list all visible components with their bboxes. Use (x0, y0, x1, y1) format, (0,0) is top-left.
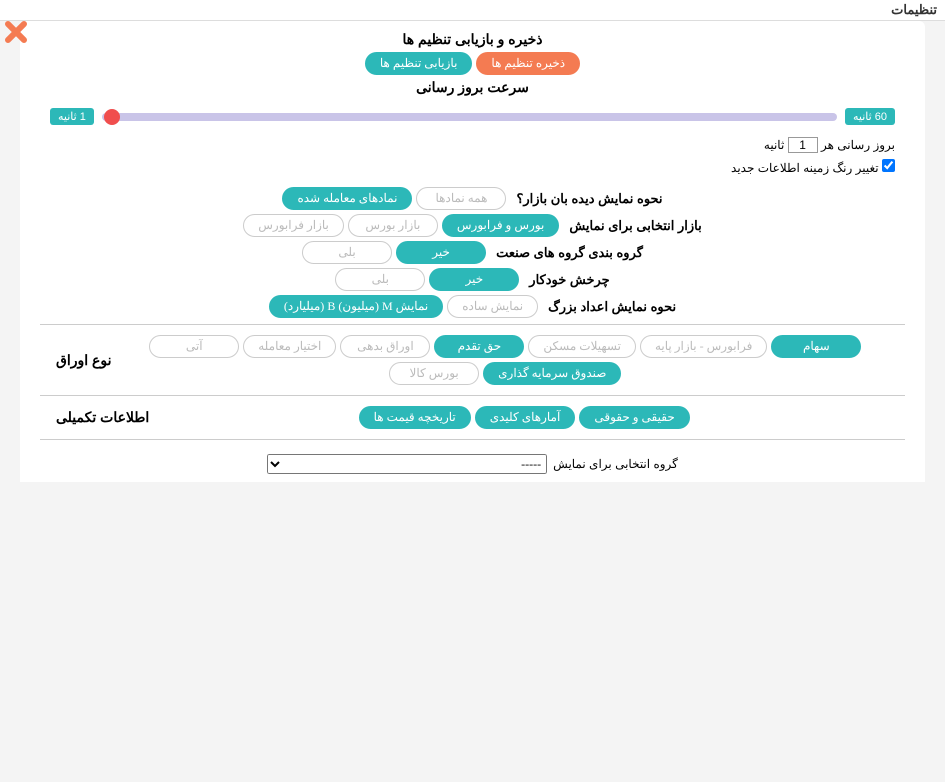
market-both-button[interactable]: بورس و فرابورس (442, 214, 559, 237)
refresh-suffix: ثانیه (764, 138, 784, 152)
market-bourse-button[interactable]: بازار بورس (348, 214, 438, 237)
sec-option-button[interactable]: اختیار معامله (243, 335, 336, 358)
grouping-row: گروه بندی گروه های صنعت خیر بلی (20, 241, 925, 264)
market-fara-button[interactable]: بازار فرابورس (243, 214, 344, 237)
refresh-row: بروز رسانی هر ثانیه (20, 133, 925, 157)
watch-mode-label: نحوه نمایش دیده بان بازار؟ (516, 191, 662, 207)
bignum-row: نحوه نمایش اعداد بزرگ نمایش ساده نمایش M… (20, 295, 925, 318)
slider-max-label: 1 ثانیه (50, 108, 94, 125)
speed-slider-row: 60 ثانیه 1 ثانیه (20, 100, 925, 133)
group-select-dropdown[interactable]: ----- (267, 454, 547, 474)
divider-3 (40, 439, 905, 440)
sec-farabase-button[interactable]: فرابورس - بازار پایه (640, 335, 767, 358)
sec-rights-button[interactable]: حق تقدم (434, 335, 524, 358)
extra-row: حقیقی و حقوقی آمارهای کلیدی تاریخچه قیمت… (20, 402, 925, 433)
group-select-row: گروه انتخابی برای نمایش ----- (20, 446, 925, 482)
divider-2 (40, 395, 905, 396)
restore-settings-button[interactable]: بازیابی تنظیم ها (365, 52, 473, 75)
grouping-no-button[interactable]: خیر (396, 241, 486, 264)
save-restore-row: ذخیره تنظیم ها بازیابی تنظیم ها (20, 52, 925, 75)
autoscroll-label: چرخش خودکار (529, 272, 609, 288)
all-symbols-button[interactable]: همه نمادها (416, 187, 506, 210)
sec-housing-button[interactable]: تسهیلات مسکن (528, 335, 636, 358)
save-settings-button[interactable]: ذخیره تنظیم ها (476, 52, 580, 75)
grouping-yes-button[interactable]: بلی (302, 241, 392, 264)
slider-thumb[interactable] (104, 109, 120, 125)
refresh-input[interactable] (788, 137, 818, 153)
bignum-mb-button[interactable]: نمایش M (میلیون) B (میلیارد) (269, 295, 443, 318)
group-select-label: گروه انتخابی برای نمایش (553, 457, 678, 471)
sec-commodity-button[interactable]: بورس کالا (389, 362, 479, 385)
bignum-simple-button[interactable]: نمایش ساده (447, 295, 538, 318)
autoscroll-no-button[interactable]: خیر (429, 268, 519, 291)
extra-label: اطلاعات تکمیلی (56, 409, 149, 426)
save-restore-title: ذخیره و بازیابی تنظیم ها (20, 31, 925, 48)
bg-change-checkbox[interactable] (882, 159, 895, 172)
autoscroll-yes-button[interactable]: بلی (335, 268, 425, 291)
bignum-label: نحوه نمایش اعداد بزرگ (548, 299, 676, 315)
autoscroll-row: چرخش خودکار خیر بلی (20, 268, 925, 291)
grouping-label: گروه بندی گروه های صنعت (496, 245, 643, 261)
header-bar: تنظیمات (0, 0, 945, 21)
refresh-prefix: بروز رسانی هر (821, 138, 895, 152)
extra-buttons: حقیقی و حقوقی آمارهای کلیدی تاریخچه قیمت… (153, 406, 895, 429)
speed-title: سرعت بروز رسانی (20, 79, 925, 96)
bg-change-label: تغییر رنگ زمینه اطلاعات جدید (731, 161, 879, 175)
traded-symbols-button[interactable]: نمادهای معامله شده (282, 187, 412, 210)
sec-debt-button[interactable]: اوراق بدهی (340, 335, 430, 358)
securities-buttons: سهام فرابورس - بازار پایه تسهیلات مسکن ح… (116, 335, 895, 385)
sec-stock-button[interactable]: سهام (771, 335, 861, 358)
close-icon[interactable] (2, 18, 30, 46)
sec-futures-button[interactable]: آتی (149, 335, 239, 358)
settings-panel: ذخیره و بازیابی تنظیم ها ذخیره تنظیم ها … (20, 21, 925, 482)
securities-row: سهام فرابورس - بازار پایه تسهیلات مسکن ح… (20, 331, 925, 389)
slider-min-label: 60 ثانیه (845, 108, 895, 125)
market-row: بازار انتخابی برای نمایش بورس و فرابورس … (20, 214, 925, 237)
securities-label: نوع اوراق (56, 352, 112, 369)
extra-pricehist-button[interactable]: تاریخچه قیمت ها (359, 406, 471, 429)
watch-mode-row: نحوه نمایش دیده بان بازار؟ همه نمادها نم… (20, 187, 925, 210)
bg-change-row: تغییر رنگ زمینه اطلاعات جدید (20, 157, 925, 183)
extra-legal-button[interactable]: حقیقی و حقوقی (579, 406, 689, 429)
sec-fund-button[interactable]: صندوق سرمایه گذاری (483, 362, 621, 385)
extra-keystats-button[interactable]: آمارهای کلیدی (475, 406, 576, 429)
divider-1 (40, 324, 905, 325)
market-label: بازار انتخابی برای نمایش (569, 218, 701, 234)
speed-slider[interactable] (102, 113, 837, 121)
header-title: تنظیمات (891, 2, 937, 17)
